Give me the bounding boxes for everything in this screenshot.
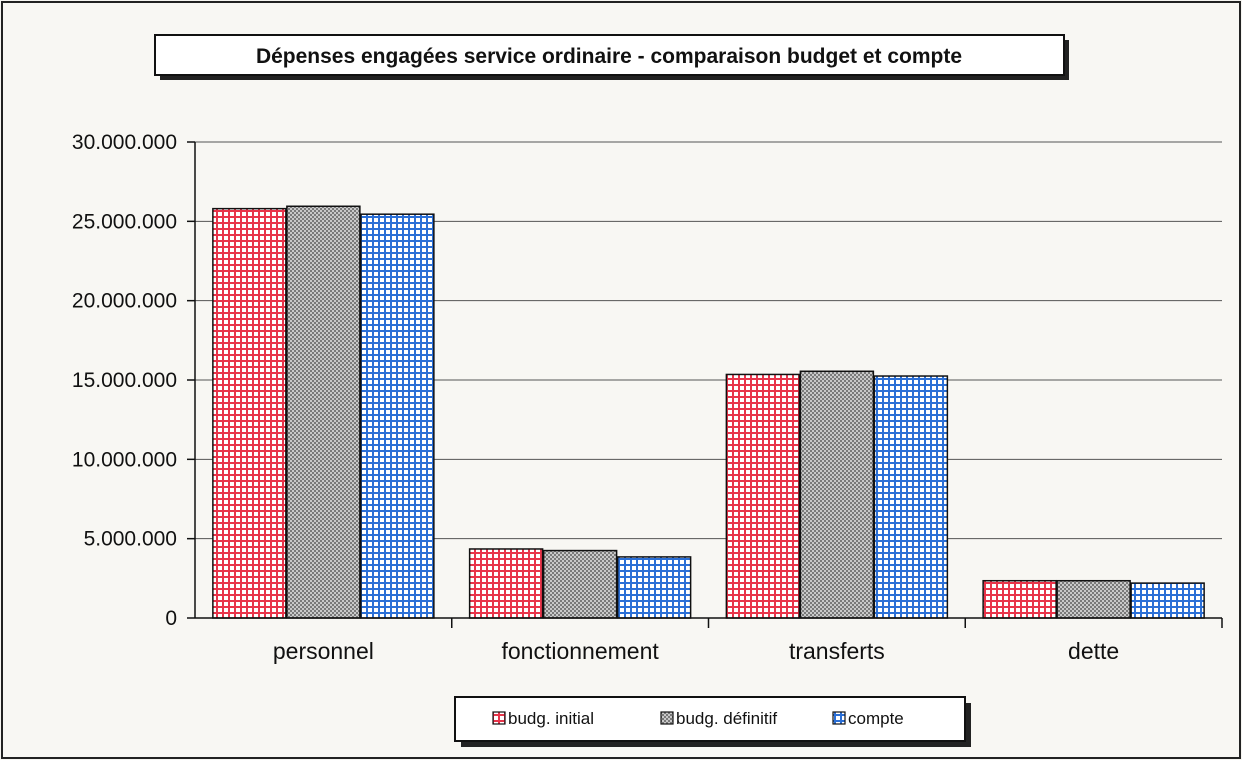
bar-budg-d-finitif-transferts <box>799 370 875 619</box>
bar-budg-d-finitif-fonctionnement <box>542 549 618 619</box>
legend: budg. initial budg. définitif compte <box>492 709 904 728</box>
bar-budg-d-finitif-personnel <box>286 205 361 619</box>
title-box <box>154 34 1065 76</box>
bar-compte-fonctionnement <box>616 556 692 619</box>
legend-swatch <box>492 711 506 725</box>
bar-compte-transferts <box>873 375 949 619</box>
bar-budg-d-finitif-dette <box>1056 579 1131 619</box>
y-tick-label: 30.000.000 <box>72 131 177 154</box>
bar-compte-dette <box>1130 582 1205 619</box>
y-tick-label: 10.000.000 <box>72 448 177 471</box>
chart-title: Dépenses engagées service ordinaire - co… <box>256 45 962 68</box>
y-tick-label: 5.000.000 <box>84 528 177 551</box>
bar-budg-initial-transferts <box>725 373 801 619</box>
bars-layer <box>212 205 1205 619</box>
bar-budg-initial-fonctionnement <box>468 548 544 619</box>
bar-budg-initial-dette <box>982 579 1057 619</box>
y-tick-label: 15.000.000 <box>72 369 177 392</box>
legend-label: budg. initial <box>508 709 594 728</box>
y-tick-label: 0 <box>165 607 177 630</box>
x-tick-label: personnel <box>273 638 374 664</box>
axis-layer: 0 5.000.000 10.000.000 15.000.000 20.000.000… <box>72 131 1223 664</box>
bar-compte-personnel <box>360 213 435 619</box>
x-tick-label: dette <box>1068 638 1119 664</box>
legend-label: budg. définitif <box>676 709 777 728</box>
y-tick-label: 20.000.000 <box>72 290 177 313</box>
bar-budg-initial-personnel <box>212 207 287 619</box>
legend-swatch <box>832 711 846 725</box>
y-tick-label: 25.000.000 <box>72 210 177 233</box>
legend-label: compte <box>848 709 904 728</box>
x-tick-label: fonctionnement <box>501 638 659 664</box>
x-tick-label: transferts <box>789 638 885 664</box>
legend-swatch <box>660 711 674 725</box>
legend-box <box>454 696 966 742</box>
